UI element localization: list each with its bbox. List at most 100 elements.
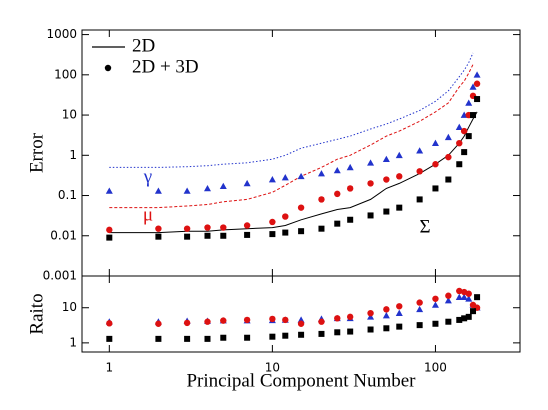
square-marker [383, 325, 390, 332]
square-marker [298, 228, 305, 235]
square-marker [269, 231, 276, 238]
triangle-marker [243, 179, 251, 187]
plot-frame [81, 275, 521, 353]
square-marker [204, 232, 211, 239]
y-tick-label: 100 [54, 67, 77, 81]
annotation: γ [143, 166, 152, 187]
triangle-marker [444, 133, 452, 141]
circle-marker [445, 153, 452, 161]
square-marker [396, 204, 403, 211]
circle-marker [282, 316, 289, 324]
circle-marker [367, 180, 374, 187]
circle-marker [346, 185, 354, 192]
x-tick-label: 1 [105, 361, 113, 375]
triangle-marker [416, 147, 424, 154]
triangle-marker [382, 312, 390, 319]
circle-marker [204, 224, 211, 231]
circle-marker [155, 225, 162, 232]
circle-marker [220, 317, 227, 324]
circle-marker [445, 292, 452, 299]
square-marker [456, 161, 463, 168]
series-line [109, 64, 474, 209]
square-marker [474, 294, 481, 301]
triangle-marker [431, 139, 439, 146]
y-tick-label: 1000 [46, 27, 77, 41]
circle-marker [106, 226, 113, 234]
triangle-marker [473, 71, 481, 78]
circle-marker [243, 222, 251, 229]
square-marker [106, 234, 113, 241]
legend-label: 2D + 3D [132, 56, 199, 77]
y-tick-label: 0.01 [50, 228, 77, 242]
triangle-marker [105, 187, 113, 194]
circle-marker [243, 316, 251, 324]
circle-marker [269, 218, 276, 226]
circle-marker [220, 224, 227, 231]
square-marker [461, 315, 468, 322]
circle-marker [183, 319, 191, 327]
triangle-marker [346, 163, 354, 171]
y-tick-label: 10 [62, 108, 77, 122]
triangle-marker [431, 301, 439, 308]
square-marker [396, 323, 403, 330]
square-marker [470, 112, 477, 119]
square-marker [465, 133, 472, 140]
y-axis-label: Raito [26, 293, 47, 334]
triangle-marker [465, 99, 473, 106]
circle-marker [297, 320, 305, 327]
y-axis-label: Error [26, 132, 47, 173]
square-marker [184, 233, 191, 240]
square-marker [318, 330, 325, 337]
triangle-marker [460, 293, 468, 300]
circle-marker [282, 213, 289, 220]
square-marker [367, 326, 374, 333]
square-marker [432, 320, 439, 327]
triangle-marker [281, 174, 289, 181]
square-marker [445, 176, 452, 183]
square-marker [416, 322, 423, 329]
triangle-marker [297, 172, 305, 180]
circle-marker [183, 225, 191, 232]
square-marker [465, 313, 472, 320]
circle-marker [473, 80, 481, 87]
circle-marker [318, 196, 325, 203]
x-tick-label: 10 [265, 361, 280, 375]
triangle-marker [465, 295, 473, 302]
triangle-marker [455, 123, 463, 130]
circle-marker [416, 299, 423, 306]
circle-marker [297, 204, 305, 211]
triangle-marker [203, 184, 211, 192]
circle-marker [204, 318, 211, 325]
circle-marker [383, 176, 390, 183]
circle-marker [432, 295, 439, 302]
y-tick-label: 1 [69, 148, 77, 162]
circle-marker [155, 320, 162, 327]
square-marker [470, 308, 477, 315]
circle-marker [416, 168, 423, 175]
circle-marker [465, 290, 472, 297]
y-tick-label: 10 [62, 300, 77, 314]
triangle-marker [333, 166, 341, 174]
square-marker [269, 333, 276, 340]
series-line [109, 52, 474, 168]
square-marker [244, 334, 251, 341]
square-marker [155, 233, 162, 240]
square-marker [184, 335, 191, 342]
square-marker [347, 328, 354, 335]
square-marker [334, 220, 341, 227]
square-marker [318, 225, 325, 232]
circle-marker [318, 318, 325, 325]
circle-marker [269, 315, 276, 323]
x-tick-label: 100 [424, 361, 447, 375]
square-marker [155, 335, 162, 342]
circle-marker [396, 173, 403, 180]
triangle-marker [219, 182, 227, 190]
square-marker [456, 316, 463, 323]
triangle-marker [469, 83, 477, 90]
circle-marker [346, 313, 354, 321]
square-marker [244, 231, 251, 238]
triangle-marker [367, 313, 375, 320]
annotation: Σ [419, 216, 430, 237]
